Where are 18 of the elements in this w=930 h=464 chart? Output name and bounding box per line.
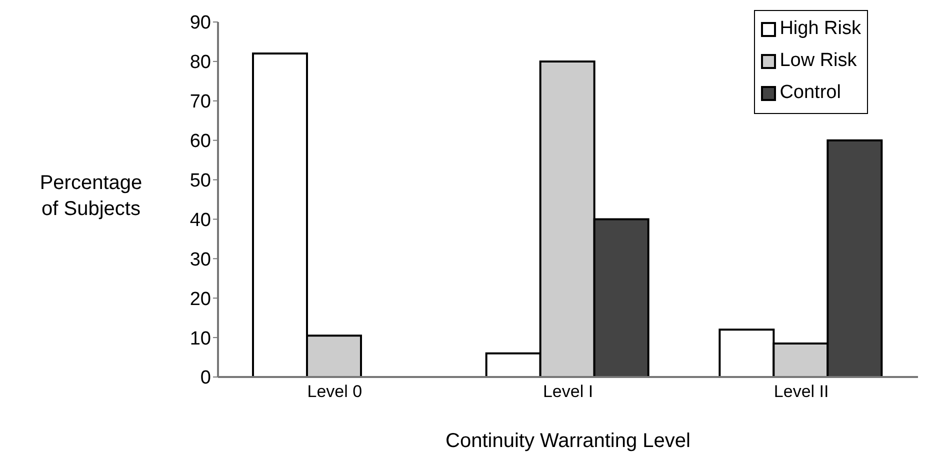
x-axis-title: Continuity Warranting Level <box>446 430 690 452</box>
x-tick-label: Level I <box>542 382 594 402</box>
y-tick-label: 0 <box>200 368 211 389</box>
x-tick-label: Level 0 <box>307 382 362 402</box>
y-tick-label: 20 <box>190 288 211 310</box>
x-tick-label: Level II <box>774 382 829 402</box>
y-tick-label: 10 <box>190 328 211 350</box>
y-tick-label: 90 <box>190 12 211 34</box>
y-tick-label: 60 <box>190 131 211 152</box>
legend-label: Low Risk <box>780 49 857 73</box>
legend-label: Control <box>780 81 841 105</box>
y-tick-label: 70 <box>190 92 211 113</box>
y-tick-label: 30 <box>190 249 211 270</box>
y-tick-label: 50 <box>190 170 211 192</box>
y-axis-title: Percentage of Subjects <box>38 171 144 222</box>
y-tick-label: 80 <box>190 52 211 74</box>
legend-label: High Risk <box>780 17 861 41</box>
y-tick-label: 40 <box>190 210 211 231</box>
